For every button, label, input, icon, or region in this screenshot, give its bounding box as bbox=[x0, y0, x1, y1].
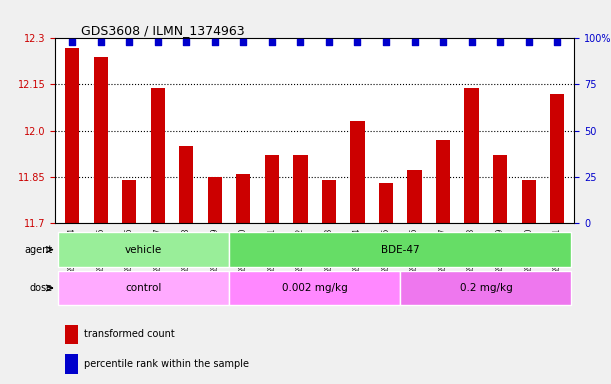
Bar bbox=[65, 325, 78, 344]
Text: GDS3608 / ILMN_1374963: GDS3608 / ILMN_1374963 bbox=[81, 24, 244, 37]
FancyBboxPatch shape bbox=[400, 271, 571, 305]
Text: percentile rank within the sample: percentile rank within the sample bbox=[84, 359, 249, 369]
Point bbox=[409, 39, 419, 45]
Point bbox=[153, 39, 163, 45]
Point bbox=[67, 39, 77, 45]
Text: 0.002 mg/kg: 0.002 mg/kg bbox=[282, 283, 348, 293]
Point bbox=[96, 39, 106, 45]
Point bbox=[524, 39, 533, 45]
Point bbox=[438, 39, 448, 45]
Text: vehicle: vehicle bbox=[125, 245, 162, 255]
Bar bbox=[150, 88, 165, 223]
FancyBboxPatch shape bbox=[58, 271, 229, 305]
Bar bbox=[93, 57, 108, 223]
Point bbox=[467, 39, 477, 45]
Point bbox=[552, 39, 562, 45]
Point bbox=[296, 39, 306, 45]
Bar bbox=[522, 180, 536, 223]
FancyBboxPatch shape bbox=[58, 232, 229, 267]
Bar bbox=[122, 180, 136, 223]
Point bbox=[267, 39, 277, 45]
Point bbox=[353, 39, 362, 45]
Point bbox=[381, 39, 391, 45]
Point bbox=[181, 39, 191, 45]
Bar bbox=[179, 146, 194, 223]
Text: 0.2 mg/kg: 0.2 mg/kg bbox=[459, 283, 512, 293]
Point bbox=[496, 39, 505, 45]
Bar bbox=[550, 94, 565, 223]
Bar bbox=[493, 155, 507, 223]
Bar bbox=[408, 170, 422, 223]
Bar bbox=[65, 48, 79, 223]
Point bbox=[210, 39, 220, 45]
Bar bbox=[379, 183, 393, 223]
Text: agent: agent bbox=[24, 245, 52, 255]
Text: BDE-47: BDE-47 bbox=[381, 245, 420, 255]
Bar bbox=[350, 121, 365, 223]
Point bbox=[124, 39, 134, 45]
Bar bbox=[65, 354, 78, 374]
Bar bbox=[265, 155, 279, 223]
Text: dose: dose bbox=[29, 283, 52, 293]
Text: transformed count: transformed count bbox=[84, 329, 174, 339]
Point bbox=[324, 39, 334, 45]
Bar bbox=[293, 155, 307, 223]
Point bbox=[238, 39, 248, 45]
Bar bbox=[208, 177, 222, 223]
Bar bbox=[322, 180, 336, 223]
Bar bbox=[436, 140, 450, 223]
Bar bbox=[464, 88, 479, 223]
FancyBboxPatch shape bbox=[229, 232, 571, 267]
FancyBboxPatch shape bbox=[229, 271, 400, 305]
Text: control: control bbox=[125, 283, 162, 293]
Bar bbox=[236, 174, 251, 223]
